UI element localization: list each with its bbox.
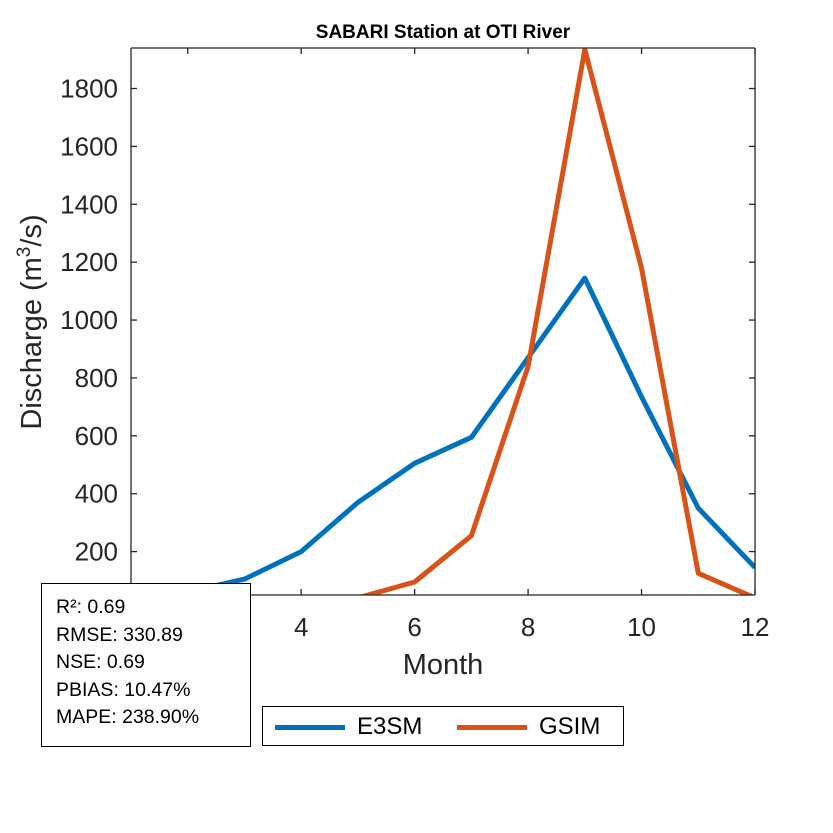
legend: E3SM GSIM [262, 706, 624, 746]
legend-swatch-gsim [457, 724, 527, 730]
legend-item-gsim: GSIM [457, 707, 600, 747]
y-tick-label: 200 [75, 537, 118, 567]
x-axis-label: Month [403, 649, 484, 681]
x-tick-label: 8 [521, 612, 535, 642]
legend-swatch-e3sm [275, 724, 345, 730]
y-tick-label: 1800 [60, 74, 118, 104]
y-tick-label: 1000 [60, 305, 118, 335]
legend-label-e3sm: E3SM [357, 713, 423, 740]
y-axis-label: Discharge (m3/s) [14, 214, 48, 429]
y-tick-label: 1200 [60, 247, 118, 277]
y-axis-label-tail: /s) [16, 214, 48, 246]
nse-metric: NSE: 0.69 [56, 651, 145, 674]
chart-title: SABARI Station at OTI River [316, 22, 571, 43]
series-line-e3sm [131, 275, 755, 595]
legend-label-gsim: GSIM [539, 713, 601, 740]
x-tick-label: 10 [627, 612, 656, 642]
x-tick-label: 4 [294, 612, 308, 642]
legend-item-e3sm: E3SM [275, 707, 422, 747]
rmse-metric: RMSE: 330.89 [56, 623, 183, 646]
y-tick-label: 800 [75, 363, 118, 393]
r2-metric: R²: 0.69 [56, 596, 126, 618]
series-line-gsim [358, 48, 755, 595]
y-tick-label: 1600 [60, 131, 118, 161]
y-tick-label: 600 [75, 421, 118, 451]
y-axis-label-main: Discharge (m [16, 257, 48, 429]
x-tick-label: 12 [741, 612, 770, 642]
pbias-metric: PBIAS: 10.47% [56, 678, 191, 701]
y-tick-label: 1400 [60, 189, 118, 219]
metrics-box: R²: 0.69 RMSE: 330.89 NSE: 0.69 PBIAS: 1… [41, 583, 251, 747]
x-tick-label: 6 [407, 612, 421, 642]
y-tick-label: 400 [75, 479, 118, 509]
y-axis-label-sup: 3 [14, 247, 35, 258]
mape-metric: MAPE: 238.90% [56, 706, 200, 729]
